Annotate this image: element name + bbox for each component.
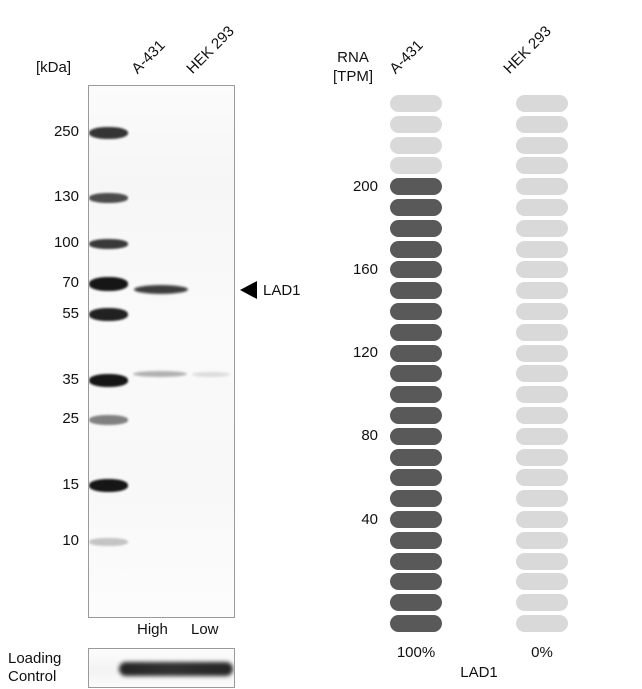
tpm-segment-empty: [516, 386, 568, 404]
faint-band-a431: [133, 371, 187, 377]
expression-level-low: Low: [191, 621, 219, 638]
tpm-segment-filled: [390, 240, 442, 258]
chart-ytick-120: 120: [352, 344, 378, 362]
loading-control-blot: [88, 648, 235, 688]
chart-column-label-hek293: HEK 293: [500, 22, 555, 78]
percent-label-hek293: 0%: [531, 644, 553, 661]
chart-title: LAD1: [460, 664, 498, 681]
ladder-band-35: [89, 374, 128, 387]
ladder-band-10: [89, 538, 128, 546]
mw-marker-label-10: 10: [62, 532, 79, 549]
tpm-segment-empty: [516, 490, 568, 508]
tpm-segment-empty: [516, 531, 568, 549]
tpm-segment-empty: [516, 95, 568, 112]
tpm-segment-filled: [390, 511, 442, 528]
tpm-segment-empty: [516, 115, 568, 133]
tpm-segment-empty: [516, 282, 568, 300]
tpm-segment-empty: [516, 199, 568, 216]
mw-marker-label-15: 15: [62, 476, 79, 493]
tpm-segment-empty: [516, 261, 568, 279]
tpm-segment-empty: [516, 552, 568, 570]
loading-control-label-line2: Control: [8, 668, 57, 685]
blot-lane-label-a431: A-431: [128, 36, 169, 78]
chart-ylabel-rna: RNA: [337, 49, 369, 66]
tpm-segment-empty: [516, 178, 568, 196]
tpm-segment-filled: [390, 365, 442, 383]
ladder-band-130: [89, 193, 128, 203]
tpm-segment-empty: [390, 95, 442, 112]
ladder-band-15: [89, 479, 128, 492]
expression-level-high: High: [137, 621, 168, 638]
tpm-segment-empty: [516, 573, 568, 591]
chart-column-label-a431: A-431: [386, 36, 427, 78]
tpm-segment-filled: [390, 178, 442, 196]
tpm-segment-filled: [390, 219, 442, 237]
mw-marker-label-250: 250: [53, 123, 79, 140]
tpm-segment-empty: [516, 240, 568, 258]
ladder-band-55: [89, 308, 128, 321]
chart-ytick-40: 40: [361, 510, 378, 528]
mw-marker-label-100: 100: [53, 234, 79, 251]
chart-ylabel-tpm: [TPM]: [333, 68, 373, 85]
ladder-band-100: [89, 239, 128, 249]
western-blot-image: [88, 85, 235, 618]
tpm-segment-empty: [516, 448, 568, 466]
tpm-segment-filled: [390, 573, 442, 591]
mw-marker-label-55: 55: [62, 305, 79, 322]
tpm-segment-filled: [390, 448, 442, 466]
tpm-segment-empty: [390, 157, 442, 175]
tpm-segment-filled: [390, 427, 442, 445]
loading-control-band: [119, 662, 233, 676]
tpm-segment-filled: [390, 407, 442, 424]
tpm-segment-filled: [390, 552, 442, 570]
mw-marker-label-130: 130: [53, 188, 79, 205]
band-annotation-label: LAD1: [263, 282, 301, 299]
tpm-segment-filled: [390, 531, 442, 549]
ladder-band-25: [89, 415, 128, 425]
percent-label-a431: 100%: [396, 644, 436, 661]
tpm-segment-empty: [390, 115, 442, 133]
tpm-segment-empty: [390, 136, 442, 154]
tpm-segment-filled: [390, 282, 442, 300]
tpm-segment-empty: [516, 136, 568, 154]
tpm-segment-empty: [516, 344, 568, 362]
tpm-segment-filled: [390, 261, 442, 279]
chart-ytick-160: 160: [352, 260, 378, 278]
faint-band-hek293: [192, 372, 230, 377]
tpm-segment-empty: [516, 157, 568, 175]
chart-ytick-200: 200: [352, 177, 378, 195]
tpm-segment-empty: [516, 511, 568, 528]
chart-ytick-80: 80: [361, 427, 378, 445]
tpm-segment-empty: [516, 615, 568, 632]
tpm-segment-empty: [516, 365, 568, 383]
tpm-segment-filled: [390, 323, 442, 341]
tpm-segment-filled: [390, 344, 442, 362]
tpm-segment-filled: [390, 490, 442, 508]
lad1-protein-band: [134, 285, 188, 294]
mw-marker-label-35: 35: [62, 371, 79, 388]
tpm-segment-empty: [516, 219, 568, 237]
kda-unit-label: [kDa]: [36, 59, 72, 76]
tpm-segment-filled: [390, 386, 442, 404]
mw-marker-label-70: 70: [62, 274, 79, 291]
tpm-segment-filled: [390, 469, 442, 487]
tpm-segment-empty: [516, 469, 568, 487]
ladder-band-70: [89, 277, 128, 291]
tpm-segment-filled: [390, 615, 442, 632]
tpm-segment-filled: [390, 594, 442, 612]
tpm-segment-empty: [516, 323, 568, 341]
mw-marker-label-25: 25: [62, 410, 79, 427]
tpm-segment-empty: [516, 594, 568, 612]
tpm-segment-filled: [390, 303, 442, 320]
ladder-band-250: [89, 127, 128, 139]
blot-lane-label-hek293: HEK 293: [183, 22, 238, 78]
tpm-segment-filled: [390, 199, 442, 216]
tpm-segment-empty: [516, 407, 568, 424]
tpm-segment-empty: [516, 303, 568, 320]
loading-control-label-line1: Loading: [8, 650, 62, 667]
band-pointer-arrow-icon: [240, 281, 257, 299]
tpm-segment-empty: [516, 427, 568, 445]
